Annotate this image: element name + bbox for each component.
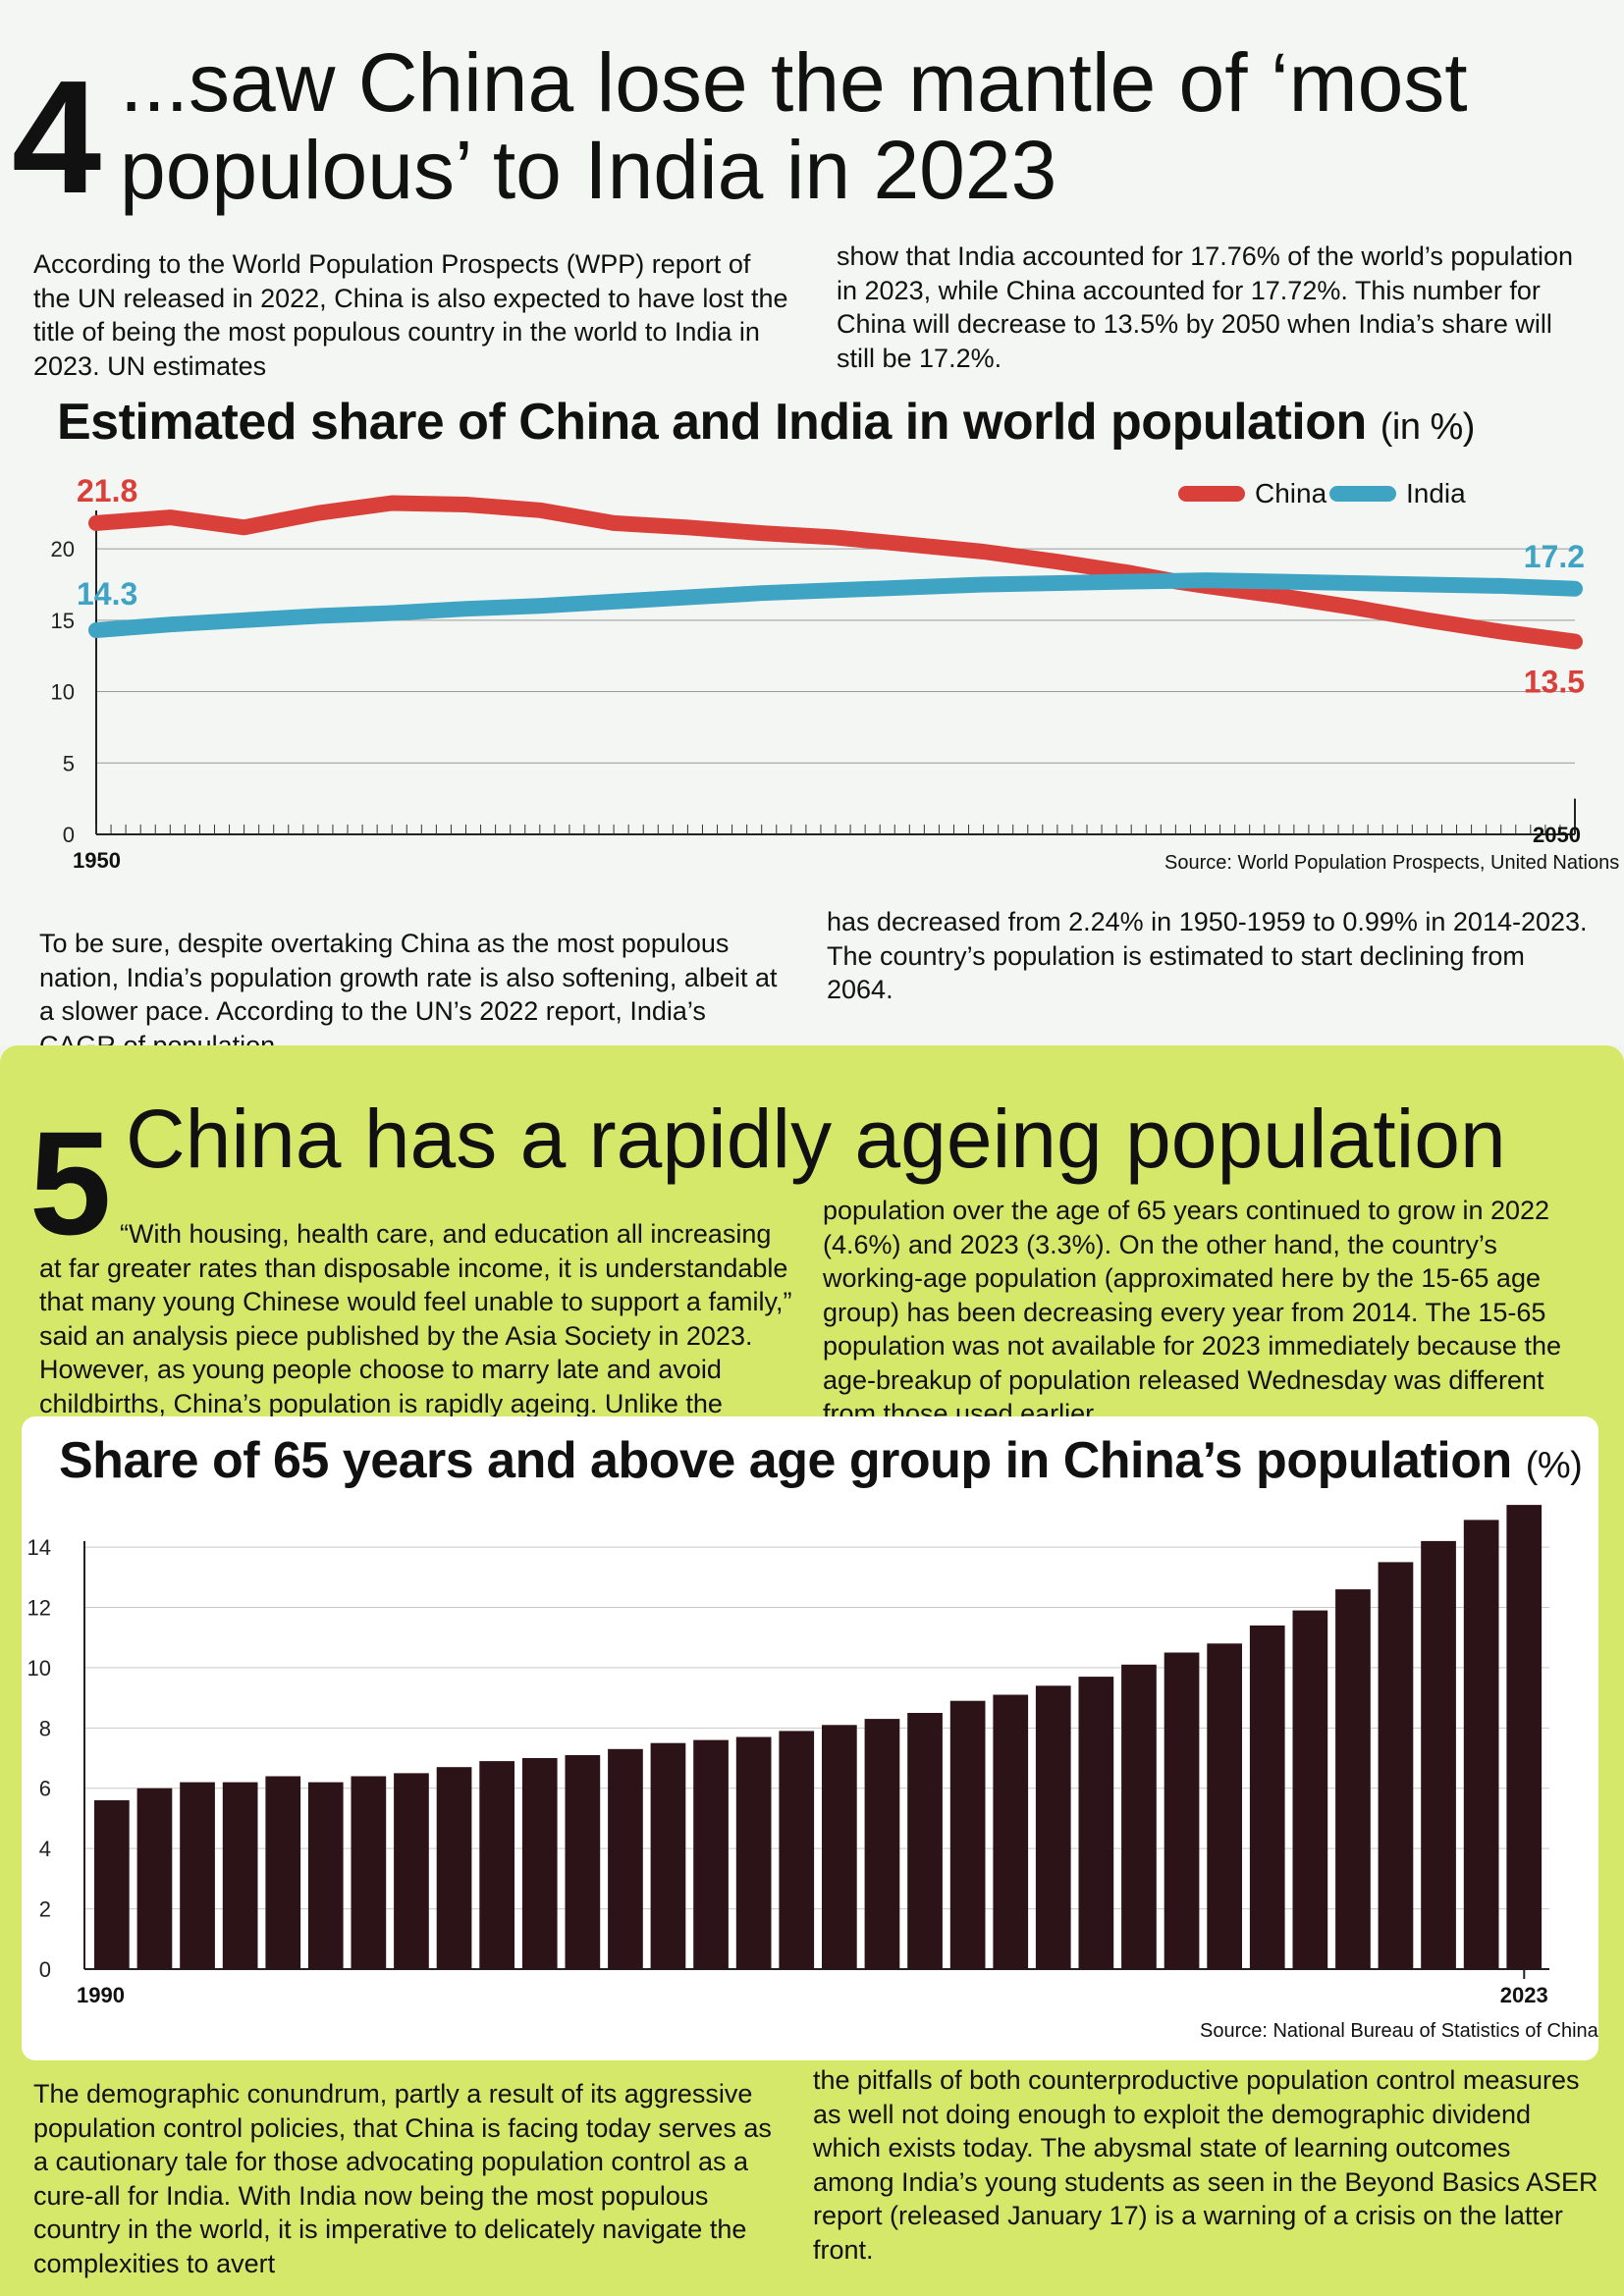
section-5-body-left: The demographic conundrum, partly a resu… <box>33 2079 772 2278</box>
bar-2020 <box>1378 1562 1414 1969</box>
section-5-headline: China has a rapidly ageing population <box>126 1093 1506 1185</box>
bar-2008 <box>864 1719 900 1969</box>
section-4-intro-right: show that India accounted for 17.76% of … <box>837 241 1574 373</box>
y-tick-label: 10 <box>51 680 75 705</box>
bar-2018 <box>1292 1610 1328 1969</box>
legend-label-india: India <box>1406 478 1466 508</box>
chart-2-title-unit: (%) <box>1525 1445 1583 1486</box>
bar-1993 <box>222 1782 258 1969</box>
bar-1999 <box>479 1761 514 1969</box>
bar-1990 <box>94 1800 130 1969</box>
bar-2022 <box>1463 1520 1499 1969</box>
bar-2019 <box>1335 1589 1371 1969</box>
chart-1-source: Source: World Population Prospects, Unit… <box>1164 852 1620 874</box>
section-5-body-right: the pitfalls of both counterproductive p… <box>813 2065 1598 2265</box>
chart-2-title-text: Share of 65 years and above age group in… <box>59 1432 1512 1489</box>
start-value-label-india: 14.3 <box>77 576 137 612</box>
chart-1-title-unit: (in %) <box>1380 406 1476 448</box>
bar-1992 <box>180 1782 215 1969</box>
y-tick-label: 14 <box>27 1535 51 1560</box>
bar-2015 <box>1164 1652 1200 1969</box>
bar-2021 <box>1421 1540 1456 1969</box>
y-tick-label: 8 <box>39 1716 51 1740</box>
chart-2-bar-chart: 0 2 4 6 8 10 12 14 1990 2023 <box>27 1505 1549 2002</box>
bar-2014 <box>1121 1664 1157 1969</box>
bar-2013 <box>1078 1677 1114 1969</box>
series-line-india <box>88 572 1583 638</box>
headline-line-2: populous’ to India in 2023 <box>120 124 1057 217</box>
bar-2012 <box>1035 1685 1071 1969</box>
bar-2006 <box>779 1731 815 1969</box>
x-tick-label-end: 2050 <box>1533 823 1581 847</box>
section-number-5: 5 <box>29 1100 112 1265</box>
x-tick-label-end: 2023 <box>1500 1983 1548 2002</box>
bar-1994 <box>265 1776 301 1969</box>
bar-2009 <box>907 1713 943 1969</box>
bar-2003 <box>650 1742 686 1969</box>
legend-label-china: China <box>1255 478 1327 508</box>
y-tick-label: 0 <box>63 823 75 847</box>
bar-2002 <box>608 1748 643 1969</box>
series-line-china <box>88 495 1583 650</box>
chart-1-title: Estimated share of China and India in wo… <box>57 393 1475 452</box>
bar-2011 <box>993 1694 1029 1969</box>
section-4-intro-left: According to the World Population Prospe… <box>33 249 788 381</box>
section-number-4: 4 <box>12 47 102 227</box>
end-value-label-india: 17.2 <box>1524 539 1585 574</box>
end-value-label-china: 13.5 <box>1524 665 1585 700</box>
y-tick-label: 10 <box>27 1656 51 1681</box>
section-5-intro-right: population over the age of 65 years cont… <box>823 1196 1561 1429</box>
y-tick-label: 4 <box>39 1837 51 1861</box>
bar-2016 <box>1207 1643 1242 1969</box>
y-tick-label: 2 <box>39 1897 51 1922</box>
bar-2005 <box>735 1736 772 1969</box>
y-tick-label: 20 <box>51 537 75 561</box>
bar-2007 <box>822 1725 857 1969</box>
bar-1996 <box>351 1776 387 1969</box>
chart-1-title-text: Estimated share of China and India in wo… <box>57 394 1367 451</box>
x-tick-label-start: 1950 <box>73 848 121 873</box>
bar-1991 <box>136 1788 173 1969</box>
y-tick-label: 15 <box>51 609 75 633</box>
y-tick-label: 6 <box>39 1777 51 1801</box>
chart-1-line-chart: 0 5 10 15 20 1950 2050 21.8 13.5 14.3 17.2 China Ind… <box>51 473 1585 873</box>
bar-1995 <box>307 1782 344 1969</box>
bar-2001 <box>565 1755 601 1969</box>
y-tick-label: 0 <box>39 1957 51 1982</box>
bar-2010 <box>949 1700 986 1969</box>
chart-2-title: Share of 65 years and above age group in… <box>59 1431 1583 1490</box>
chart-2-source: Source: National Bureau of Statistics of… <box>1200 2020 1598 2042</box>
section-4-body-left: To be sure, despite overtaking China as … <box>39 929 778 1060</box>
bar-2023 <box>1506 1505 1543 1969</box>
section-4-headline: ...saw China lose the mantle of ‘most po… <box>120 36 1468 217</box>
bar-2000 <box>521 1758 558 1969</box>
y-tick-label: 12 <box>27 1595 51 1620</box>
bar-2017 <box>1249 1625 1285 1969</box>
section-4-body-right: has decreased from 2.24% in 1950-1959 to… <box>827 907 1588 1005</box>
bar-2004 <box>693 1739 729 1969</box>
headline-line-1: ...saw China lose the mantle of ‘most <box>120 36 1468 129</box>
y-tick-label: 5 <box>63 751 75 775</box>
start-value-label-china: 21.8 <box>77 473 137 508</box>
x-tick-label-start: 1990 <box>77 1983 125 2002</box>
bar-1998 <box>436 1767 472 1969</box>
bar-1997 <box>394 1773 429 1969</box>
